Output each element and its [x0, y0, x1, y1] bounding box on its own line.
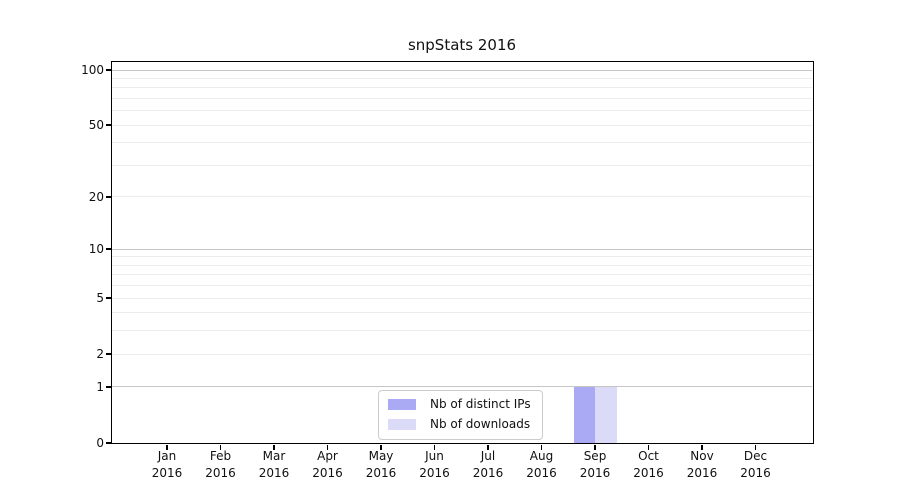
y-tick-label-100: 100 [81, 63, 104, 77]
y-tick-label-0: 0 [96, 436, 104, 450]
y-gridline-minor-6 [112, 285, 812, 287]
y-tick-1 [106, 386, 112, 388]
x-tick-label-oct: Oct 2016 [617, 448, 681, 482]
y-tick-0 [106, 442, 112, 444]
y-gridline-minor-80 [112, 87, 812, 89]
x-tick-label-sep: Sep 2016 [563, 448, 627, 482]
y-gridline-minor-70 [112, 97, 812, 99]
x-tick-label-jul: Jul 2016 [456, 448, 520, 482]
y-gridline-minor-3 [112, 330, 812, 332]
x-tick-jun [433, 444, 436, 450]
x-tick-label-aug: Aug 2016 [510, 448, 574, 482]
x-tick-oct [647, 444, 650, 450]
y-gridline-major-1 [112, 386, 812, 388]
y-tick-2 [106, 353, 112, 355]
x-tick-label-feb: Feb 2016 [189, 448, 253, 482]
x-tick-year-feb: 2016 [205, 466, 236, 480]
y-tick-10 [106, 248, 112, 250]
x-tick-label-dec: Dec 2016 [724, 448, 788, 482]
x-tick-feb [219, 444, 222, 450]
x-tick-year-may: 2016 [365, 466, 397, 480]
y-tick-50 [106, 124, 112, 126]
x-tick-year-dec: 2016 [740, 466, 771, 480]
x-tick-year-sep: 2016 [579, 466, 611, 480]
x-tick-month-apr: Apr [317, 449, 338, 463]
y-tick-label-50: 50 [88, 118, 104, 133]
x-tick-label-jan: Jan 2016 [135, 448, 199, 482]
x-tick-year-jul: 2016 [472, 466, 504, 480]
x-tick-mar [273, 444, 275, 450]
x-tick-dec [754, 444, 757, 450]
x-tick-year-aug: 2016 [526, 466, 557, 480]
x-tick-aug [540, 444, 543, 450]
x-tick-may [380, 444, 382, 450]
x-tick-jan [166, 444, 168, 450]
x-tick-month-oct: Oct [638, 449, 659, 463]
x-tick-month-aug: Aug [529, 449, 554, 463]
y-gridline-minor-50 [112, 124, 812, 126]
y-gridline-minor-4 [112, 312, 812, 314]
x-tick-label-mar: Mar 2016 [242, 448, 306, 482]
x-tick-year-oct: 2016 [633, 466, 664, 480]
legend-swatch-nb-of-downloads [388, 419, 416, 430]
y-gridline-minor-2 [112, 353, 812, 355]
x-tick-month-feb: Feb [209, 449, 232, 463]
y-gridline-minor-30 [112, 164, 812, 166]
bar-nb-of-distinct-ips-sep [573, 386, 595, 443]
y-tick-label-1: 1 [96, 379, 104, 394]
plot-area [112, 62, 812, 443]
legend-label-nb-of-distinct-ips: Nb of distinct IPs [430, 397, 531, 411]
x-tick-year-apr: 2016 [312, 466, 343, 480]
x-tick-month-dec: Dec [743, 449, 768, 463]
y-gridline-major-100 [112, 69, 812, 71]
y-tick-label-2: 2 [96, 347, 104, 362]
y-tick-label-5: 5 [96, 291, 104, 306]
y-gridline-minor-7 [112, 274, 812, 276]
bar-nb-of-downloads-sep [595, 386, 617, 443]
y-gridline-minor-20 [112, 196, 812, 198]
x-tick-year-mar: 2016 [258, 466, 290, 480]
y-tick-label-10: 10 [88, 242, 104, 257]
y-gridline-minor-9 [112, 256, 812, 258]
y-tick-5 [106, 297, 112, 299]
x-tick-month-sep: Sep [583, 449, 607, 463]
legend-row-nb-of-downloads: Nb of downloads [388, 418, 531, 431]
x-tick-month-mar: Mar [262, 449, 286, 463]
x-tick-year-jun: 2016 [419, 466, 450, 480]
legend-row-nb-of-distinct-ips: Nb of distinct IPs [388, 398, 531, 411]
y-gridline-minor-60 [112, 110, 812, 112]
x-tick-month-jun: Jun [425, 449, 444, 463]
chart-title: snpStats 2016 [407, 36, 517, 54]
y-gridline-minor-90 [112, 77, 812, 79]
y-tick-label-20: 20 [88, 189, 104, 204]
legend-label-nb-of-downloads: Nb of downloads [430, 417, 531, 431]
legend-swatch-nb-of-distinct-ips [388, 399, 416, 410]
y-gridline-minor-40 [112, 142, 812, 144]
x-tick-jul [487, 444, 489, 450]
y-tick-100 [106, 69, 112, 71]
x-tick-label-nov: Nov 2016 [670, 448, 734, 482]
legend: Nb of distinct IPs Nb of downloads [378, 390, 543, 440]
y-tick-20 [106, 196, 112, 198]
x-tick-month-jul: Jul [480, 449, 496, 463]
x-tick-label-jun: Jun 2016 [403, 448, 467, 482]
x-tick-month-may: May [368, 449, 394, 463]
y-gridline-major-10 [112, 248, 812, 250]
x-tick-apr [326, 444, 329, 450]
x-tick-sep [594, 444, 596, 450]
x-tick-label-may: May 2016 [349, 448, 413, 482]
x-tick-label-apr: Apr 2016 [296, 448, 360, 482]
y-gridline-minor-8 [112, 264, 812, 266]
y-gridline-minor-5 [112, 297, 812, 299]
x-tick-year-jan: 2016 [151, 466, 183, 480]
x-tick-month-nov: Nov [690, 449, 714, 463]
x-tick-nov [701, 444, 703, 450]
x-tick-year-nov: 2016 [686, 466, 718, 480]
x-tick-month-jan: Jan [157, 449, 177, 463]
